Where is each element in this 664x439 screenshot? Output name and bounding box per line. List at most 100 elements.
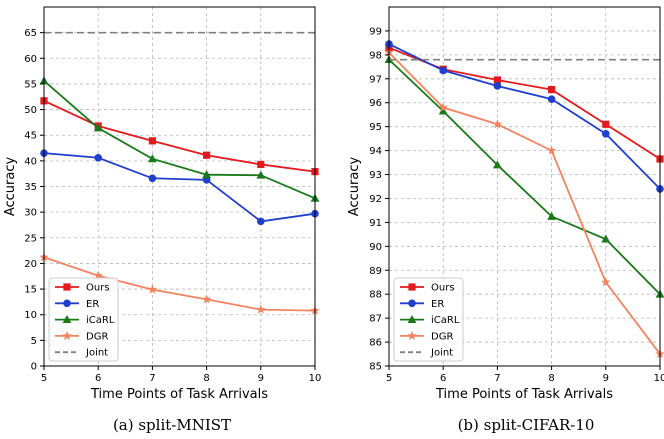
x-tick-label: 7 [149,373,155,384]
legend: Ours ER iCaRL DGR Joint [393,277,464,362]
series-line [388,58,661,295]
data-point [493,82,502,90]
legend-marker [408,299,416,308]
data-point [257,217,265,226]
y-tick-label: 89 [369,266,382,277]
y-tick-label: 93 [369,170,382,181]
series-ours [40,97,319,176]
data-point [93,270,103,280]
y-tick-label: 97 [369,74,382,85]
data-point [147,284,158,294]
data-point [601,277,611,287]
x-tick-label: 10 [654,373,664,384]
y-tick-label: 5 [31,336,37,347]
y-tick-label: 0 [31,362,37,373]
series-er [40,149,319,226]
data-point [438,106,448,115]
x-tick-label: 5 [41,373,47,384]
data-point [493,160,502,169]
legend-box [393,277,464,362]
y-tick-label: 87 [369,314,382,325]
legend-label: ER [86,299,99,310]
series-line [388,51,661,355]
y-tick-label: 98 [369,50,382,61]
y-tick-label: 10 [24,310,37,321]
x-tick-label: 9 [258,373,264,384]
x-tick-label: 8 [203,373,209,384]
data-point [602,120,610,128]
legend-marker [407,315,417,323]
y-tick-label: 30 [24,208,37,219]
data-point [201,294,212,304]
y-tick-label: 85 [369,362,382,373]
y-tick-label: 96 [369,98,382,109]
y-tick-label: 25 [24,233,37,244]
y-tick-label: 50 [24,105,37,116]
data-point [438,102,448,112]
y-tick-label: 99 [369,26,382,37]
legend-marker [62,315,72,323]
y-tick-label: 40 [24,156,37,167]
x-tick-label: 6 [440,373,446,384]
data-point [256,170,266,179]
data-point [203,151,211,159]
legend-box [48,277,119,362]
legend-marker [63,299,71,308]
data-point [548,85,556,94]
data-point [257,160,265,169]
plot-frame [388,6,661,367]
legend-label: DGR [431,331,453,342]
y-tick-label: 94 [369,146,382,157]
y-tick-label: 60 [24,54,37,65]
data-point [256,304,266,314]
data-point [602,130,610,138]
y-tick-label: 20 [24,259,37,270]
data-point [148,154,157,163]
chart-caption: (a) split-MNIST [113,416,231,434]
y-tick-label: 88 [369,290,382,301]
x-tick-label: 8 [548,373,554,384]
data-point [492,119,503,129]
y-tick-label: 65 [24,28,37,39]
chart-caption: (b) split-CIFAR-10 [458,416,595,434]
legend-label: iCaRL [86,315,115,326]
legend-marker [62,330,72,340]
legend-marker [63,283,71,291]
data-point [547,95,556,103]
data-point [439,66,448,75]
data-point [148,137,156,145]
data-point [148,174,157,183]
data-point [202,170,211,179]
y-tick-label: 90 [369,242,382,253]
legend-label: Ours [431,283,455,294]
x-axis-label: Time Points of Task Arrivals [90,387,268,402]
y-tick-label: 91 [369,218,382,229]
data-point [493,76,501,84]
y-tick-label: 15 [24,285,37,296]
data-point [93,123,103,132]
series-icarl [39,76,320,202]
series-line [43,100,316,173]
x-tick-label: 5 [386,373,392,384]
y-tick-label: 86 [369,338,382,349]
y-axis-label: Accuracy [3,157,18,217]
data-point [546,145,557,155]
legend: Ours ER iCaRL DGR Joint [48,277,119,362]
series-line [388,43,661,190]
x-tick-label: 10 [309,373,322,384]
data-point [601,234,611,243]
x-tick-label: 7 [494,373,500,384]
legend-marker [408,283,416,291]
legend-label: ER [431,299,444,310]
series-line [43,256,316,312]
x-tick-label: 9 [603,373,609,384]
legend-label: Ours [86,283,110,294]
data-point [94,153,102,162]
legend-marker [407,330,417,340]
y-tick-label: 55 [24,79,37,90]
data-point [547,211,556,220]
series-line [43,152,316,223]
y-tick-label: 95 [369,122,382,133]
